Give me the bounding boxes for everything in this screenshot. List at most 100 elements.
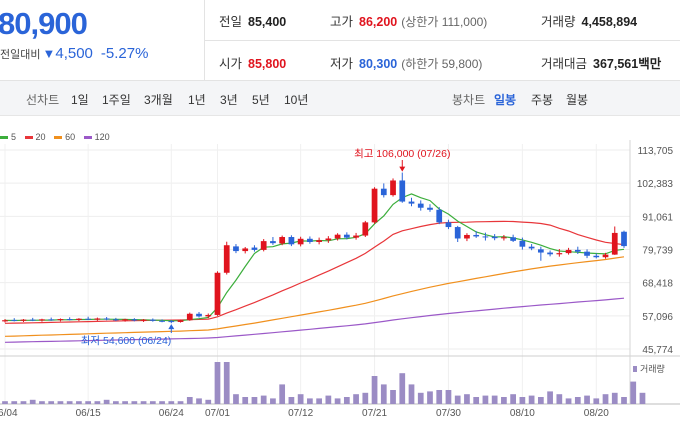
candle-body [473, 234, 480, 237]
candle-body [399, 180, 406, 202]
candle-body [159, 320, 165, 322]
x-tick-label: 08/20 [584, 408, 609, 419]
candle-body [528, 246, 535, 249]
candle-body [186, 313, 193, 321]
candle-body [48, 319, 55, 321]
volume-bar [445, 390, 452, 404]
x-tick-label: 07/01 [205, 408, 230, 419]
period-monthly[interactable]: 월봉 [566, 93, 589, 107]
volume-bar [2, 401, 8, 404]
period-daily[interactable]: 일봉 [494, 93, 517, 107]
volume-bar [491, 395, 498, 404]
change-value: 4,500 [55, 45, 93, 62]
y-tick-label: 91,061 [642, 212, 673, 223]
candle-body [334, 234, 341, 239]
range-10y[interactable]: 10년 [284, 93, 309, 107]
candle-body [464, 234, 470, 239]
volume-bar [48, 401, 55, 404]
down-arrow-icon: ▼ [42, 46, 56, 61]
range-3m[interactable]: 3개월 [144, 93, 173, 107]
volume-bar [39, 401, 45, 404]
candle-body [602, 254, 609, 258]
x-tick-label: 07/21 [362, 408, 387, 419]
candle-body [251, 247, 258, 250]
divider [205, 40, 680, 41]
candle-body [131, 319, 138, 321]
legend-ma60: 60 [54, 132, 75, 142]
candle-body [491, 236, 498, 239]
volume-bar [205, 399, 212, 404]
volume-bar [297, 394, 304, 404]
volume-bar [482, 395, 489, 404]
volume-bar [630, 381, 637, 404]
volume-bar [288, 397, 295, 404]
candle-body [574, 249, 581, 252]
volume-bar [611, 392, 618, 404]
legend-ma20: 20 [24, 132, 46, 142]
volume-bar [103, 399, 110, 404]
candle-body [223, 245, 230, 273]
volume-label: 거래량 [640, 363, 665, 374]
candle-body [445, 222, 452, 228]
range-5y[interactable]: 5년 [252, 93, 270, 107]
price-summary: 80,900 전일대비 ▼4,500 -5.27% 전일 85,400 고가 86,20… [0, 0, 680, 81]
high-arrow-icon [399, 166, 406, 172]
ma5-line [4, 193, 625, 322]
x-tick-label: 06/24 [159, 408, 184, 419]
volume-bar [501, 397, 507, 404]
low-arrow-icon [168, 324, 175, 330]
y-tick-label: 68,418 [642, 279, 673, 290]
candle-body [2, 320, 8, 322]
chart-legend: 5 20 60 120 [0, 132, 116, 142]
candle-body [519, 240, 526, 247]
candle-body [307, 238, 313, 242]
volume-bar [399, 373, 406, 404]
volume-bar [362, 392, 369, 404]
candle-body [113, 319, 119, 321]
candle-body [103, 318, 110, 320]
period-weekly[interactable]: 주봉 [531, 93, 554, 107]
y-tick-label: 113,705 [638, 146, 674, 157]
volume-bar [547, 391, 553, 404]
volume-bar [408, 384, 415, 404]
volume-bar [242, 397, 249, 404]
range-1w[interactable]: 1주일 [102, 93, 131, 107]
change-percent: -5.27% [100, 45, 149, 62]
y-tick-label: 45,774 [642, 345, 673, 356]
candle-body [39, 319, 45, 321]
volume-bar [454, 395, 461, 404]
legend-ma120: 120 [83, 132, 110, 142]
volume-bar [316, 398, 322, 404]
candle-body [593, 255, 600, 258]
range-1y[interactable]: 1년 [188, 93, 206, 107]
volume-bar [593, 398, 600, 404]
candle-body [621, 231, 627, 247]
x-tick-label: 07/12 [288, 408, 313, 419]
volume-bar [233, 394, 239, 404]
y-tick-label: 102,383 [637, 179, 674, 190]
range-1d[interactable]: 1일 [71, 93, 89, 107]
volume-bar [537, 397, 544, 404]
legend-swatch [83, 136, 92, 140]
low-annotation: 최저 54,600 (06/24) [81, 335, 172, 347]
volume-bar [196, 398, 202, 404]
candle-body [417, 203, 424, 208]
volume-bar [371, 376, 378, 404]
candle-body [205, 314, 212, 317]
candle-body [427, 207, 433, 210]
volume-bar [621, 397, 627, 404]
candle-body [149, 319, 156, 321]
candle-body [343, 234, 350, 238]
x-tick-label: 07/30 [436, 408, 461, 419]
candle-body [556, 253, 563, 255]
volume-bar [140, 401, 147, 404]
range-3y[interactable]: 3년 [220, 93, 238, 107]
candle-body [94, 318, 101, 320]
ma60-line [4, 256, 625, 337]
candle-body [242, 248, 249, 252]
volume-bar [417, 392, 424, 404]
volume-bar [168, 401, 175, 404]
x-tick-label: 08/10 [510, 408, 535, 419]
volume-bar [427, 391, 433, 404]
